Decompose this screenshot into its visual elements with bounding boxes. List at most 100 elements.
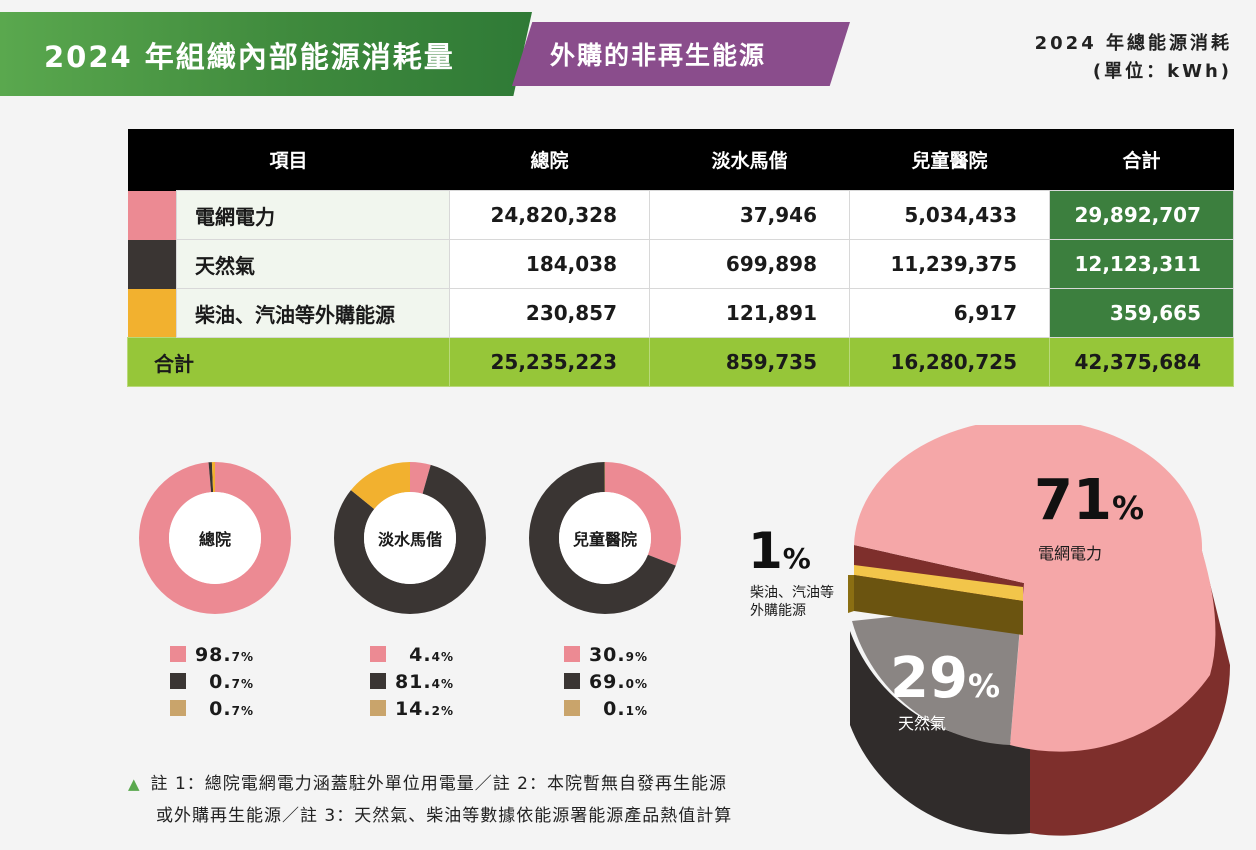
legend-decimal: 4% — [431, 650, 454, 664]
unit-line-2: (單位：kWh) — [1092, 61, 1232, 82]
electricity-swatch — [127, 190, 177, 240]
table-row: 電網電力 24,820,328 37,946 5,034,433 29,892,… — [127, 190, 1235, 240]
donut-tamsui: 淡水馬偕 — [330, 458, 490, 618]
legend-item: 98.7% — [170, 644, 254, 671]
legend-item: 69.0% — [564, 671, 648, 698]
sum-value: 859,735 — [649, 337, 851, 387]
row-label: 柴油、汽油等外購能源 — [175, 288, 451, 338]
donut-segment-gas — [529, 462, 681, 614]
donut-hole — [169, 492, 261, 584]
pie-side-electricity-rim — [1030, 551, 1231, 836]
legend-value: 0. — [603, 698, 626, 720]
legend-swatch — [370, 646, 386, 662]
pie-pct-electricity: 71% — [1034, 468, 1144, 533]
legend-item: 0.7% — [170, 671, 254, 698]
col-header-item: 項目 — [127, 129, 450, 191]
donut-label: 淡水馬偕 — [377, 530, 442, 549]
donut-legend-children: 30.9% 69.0% 0.1% — [564, 644, 648, 725]
legend-swatch — [170, 646, 186, 662]
pie-pct-oil: 1% — [748, 522, 811, 580]
donut-legend-tamsui: 4.4% 81.4% 14.2% — [370, 644, 454, 725]
legend-decimal: 0% — [625, 677, 648, 691]
footnote: ▲ 註 1：總院電網電力涵蓋駐外單位用電量／註 2：本院暫無自發再生能源 或外購再… — [128, 768, 732, 832]
sum-total: 42,375,684 — [1049, 337, 1235, 387]
col-header-total: 合計 — [1049, 129, 1234, 191]
row-total: 29,892,707 — [1049, 190, 1235, 240]
legend-item: 14.2% — [370, 698, 454, 725]
donut-segment-oil — [334, 462, 486, 614]
footnote-line-1: ▲ 註 1：總院電網電力涵蓋駐外單位用電量／註 2：本院暫無自發再生能源 — [128, 768, 732, 800]
donut-legend-main: 98.7% 0.7% 0.7% — [170, 644, 254, 725]
legend-value: 98. — [194, 644, 232, 666]
pie-slice-electricity — [854, 425, 1216, 752]
legend-swatch — [370, 700, 386, 716]
donut-svg-1 — [334, 462, 486, 614]
legend-decimal: 1% — [625, 704, 648, 718]
cell-value: 699,898 — [649, 239, 851, 289]
sum-label: 合計 — [126, 337, 451, 387]
row-label: 天然氣 — [175, 239, 451, 289]
legend-decimal: 7% — [231, 650, 254, 664]
page-subtitle: 外購的非再生能源 — [550, 41, 767, 70]
donut-segment-oil — [139, 462, 291, 614]
pct-sign: % — [1111, 489, 1144, 527]
pie-slice-oil-top — [854, 565, 1023, 601]
row-total: 359,665 — [1049, 288, 1235, 338]
donut-hole — [364, 492, 456, 584]
pie-pct-gas: 29% — [890, 646, 1000, 711]
donut-children: 兒童醫院 — [525, 458, 685, 618]
legend-swatch — [564, 700, 580, 716]
pie-label-electricity: 電網電力 — [1038, 544, 1103, 563]
col-header-children: 兒童醫院 — [849, 129, 1050, 191]
pie-slice-oil-side — [854, 575, 1023, 635]
col-header-main: 總院 — [449, 129, 650, 191]
pie-side-gas-rim — [850, 631, 1030, 835]
table-row: 天然氣 184,038 699,898 11,239,375 12,123,31… — [127, 239, 1235, 289]
donut-svg-0 — [139, 462, 291, 614]
pct-number: 1 — [748, 522, 783, 580]
cell-value: 37,946 — [649, 190, 851, 240]
unit-caption: 2024 年總能源消耗 (單位：kWh) — [1035, 30, 1232, 86]
donut-segment-gas — [334, 462, 486, 614]
donut-main-hospital: 總院 — [135, 458, 295, 618]
legend-item: 0.1% — [564, 698, 648, 725]
table-row: 柴油、汽油等外購能源 230,857 121,891 6,917 359,665 — [127, 288, 1235, 338]
legend-item: 81.4% — [370, 671, 454, 698]
legend-value: 14. — [394, 698, 432, 720]
pct-sign: % — [782, 542, 811, 575]
legend-item: 4.4% — [370, 644, 454, 671]
cell-value: 121,891 — [649, 288, 851, 338]
legend-value: 81. — [394, 671, 432, 693]
legend-value: 4. — [409, 644, 432, 666]
sum-value: 25,235,223 — [449, 337, 651, 387]
legend-swatch — [564, 646, 580, 662]
pie-label-oil-line2: 外購能源 — [750, 603, 806, 619]
pct-number: 29 — [890, 646, 968, 711]
legend-decimal: 2% — [431, 704, 454, 718]
legend-item: 0.7% — [170, 698, 254, 725]
legend-swatch — [370, 673, 386, 689]
cell-value: 184,038 — [449, 239, 651, 289]
total-energy-pie — [848, 425, 1231, 836]
pct-number: 71 — [1034, 468, 1112, 533]
table-header-row: 項目 總院 淡水馬偕 兒童醫院 合計 — [127, 129, 1234, 191]
footnote-text-2: 或外購再生能源／註 3：天然氣、柴油等數據依能源署能源產品熱值計算 — [156, 806, 733, 826]
legend-decimal: 7% — [231, 704, 254, 718]
energy-table: 項目 總院 淡水馬偕 兒童醫院 合計 電網電力 24,820,328 37,94… — [126, 129, 1235, 387]
donut-hole — [559, 492, 651, 584]
legend-swatch — [170, 700, 186, 716]
cell-value: 6,917 — [849, 288, 1051, 338]
sum-value: 16,280,725 — [849, 337, 1051, 387]
pie-label-gas: 天然氣 — [898, 714, 947, 733]
donut-label: 總院 — [198, 530, 231, 549]
cell-value: 24,820,328 — [449, 190, 651, 240]
unit-line-1: 2024 年總能源消耗 — [1034, 33, 1232, 54]
page-title: 2024 年組織內部能源消耗量 — [44, 40, 455, 74]
legend-decimal: 7% — [231, 677, 254, 691]
title-banner: 2024 年組織內部能源消耗量 — [0, 12, 532, 96]
row-label: 電網電力 — [175, 190, 451, 240]
subtitle-banner: 外購的非再生能源 — [512, 22, 850, 86]
legend-value: 69. — [588, 671, 626, 693]
pie-slice-oil-front — [848, 575, 854, 613]
pct-sign: % — [967, 667, 1000, 705]
